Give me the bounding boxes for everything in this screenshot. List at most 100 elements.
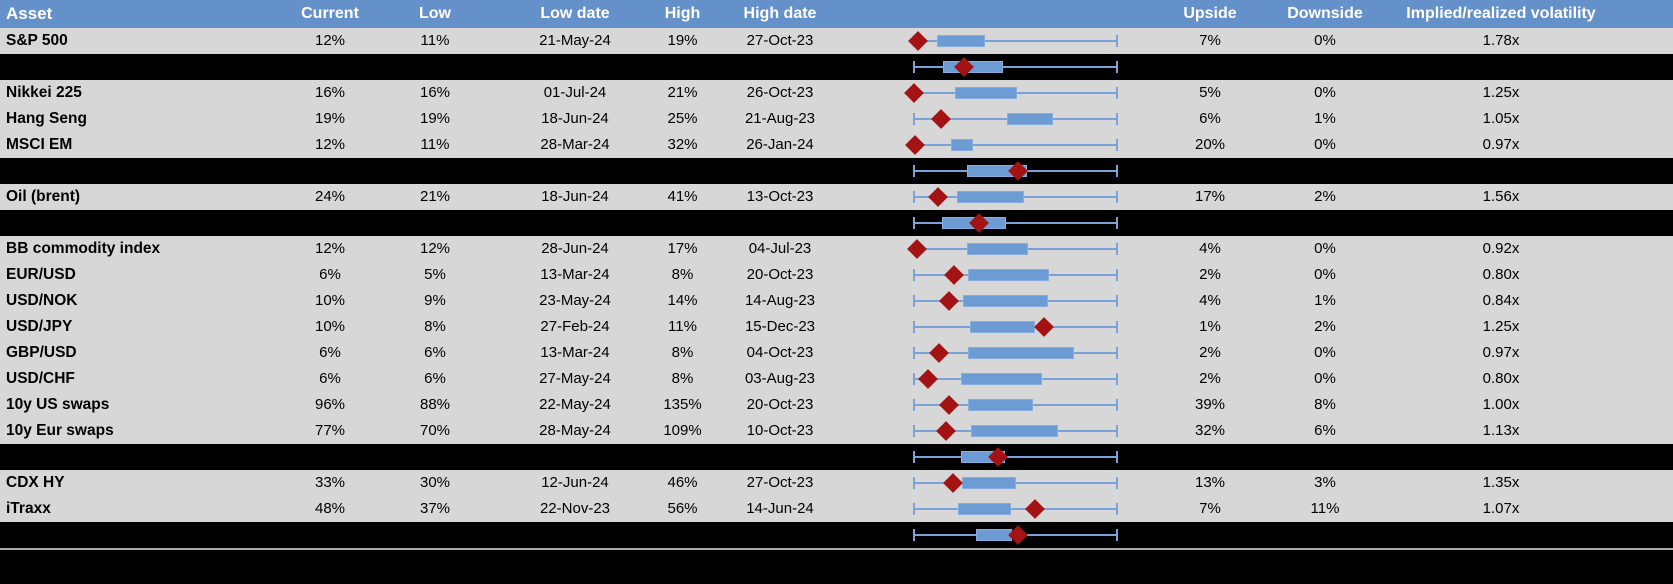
implied-realized-cell[interactable]: [1365, 522, 1673, 548]
high-date-cell[interactable]: 26-Oct-23: [705, 80, 855, 106]
asset-cell[interactable]: CDX HY: [0, 470, 280, 496]
current-cell[interactable]: [280, 158, 380, 184]
upside-cell[interactable]: 7%: [1135, 496, 1285, 522]
high-date-cell[interactable]: 03-Aug-23: [705, 366, 855, 392]
asset-cell[interactable]: USD/CHF: [0, 366, 280, 392]
current-cell[interactable]: 10%: [280, 288, 380, 314]
low-cell[interactable]: 16%: [380, 80, 490, 106]
asset-cell[interactable]: USD/JPY: [0, 314, 280, 340]
asset-cell[interactable]: [0, 210, 280, 236]
high-cell[interactable]: [660, 210, 705, 236]
implied-realized-cell[interactable]: 1.25x: [1365, 80, 1673, 106]
col-header-current[interactable]: Current: [280, 0, 380, 28]
low-date-cell[interactable]: [490, 158, 660, 184]
low-cell[interactable]: 12%: [380, 236, 490, 262]
current-cell[interactable]: 77%: [280, 418, 380, 444]
low-cell[interactable]: 8%: [380, 314, 490, 340]
high-date-cell[interactable]: 14-Jun-24: [705, 496, 855, 522]
range-boxplot[interactable]: [855, 210, 1135, 236]
current-cell[interactable]: 12%: [280, 28, 380, 54]
asset-cell[interactable]: [0, 158, 280, 184]
low-cell[interactable]: [380, 444, 490, 470]
high-cell[interactable]: [660, 54, 705, 80]
current-cell[interactable]: 48%: [280, 496, 380, 522]
high-cell[interactable]: 11%: [660, 314, 705, 340]
col-header-high[interactable]: High: [660, 0, 705, 28]
range-boxplot[interactable]: [855, 158, 1135, 184]
downside-cell[interactable]: [1285, 444, 1365, 470]
range-boxplot[interactable]: [855, 314, 1135, 340]
high-cell[interactable]: 21%: [660, 80, 705, 106]
asset-cell[interactable]: [0, 522, 280, 548]
upside-cell[interactable]: 5%: [1135, 80, 1285, 106]
low-cell[interactable]: 11%: [380, 132, 490, 158]
low-cell[interactable]: 6%: [380, 366, 490, 392]
downside-cell[interactable]: 2%: [1285, 184, 1365, 210]
downside-cell[interactable]: 0%: [1285, 132, 1365, 158]
low-cell[interactable]: 30%: [380, 470, 490, 496]
upside-cell[interactable]: 20%: [1135, 132, 1285, 158]
downside-cell[interactable]: 0%: [1285, 236, 1365, 262]
upside-cell[interactable]: [1135, 54, 1285, 80]
asset-cell[interactable]: USD/NOK: [0, 288, 280, 314]
high-cell[interactable]: 56%: [660, 496, 705, 522]
low-date-cell[interactable]: 27-Feb-24: [490, 314, 660, 340]
asset-cell[interactable]: EUR/USD: [0, 262, 280, 288]
high-cell[interactable]: 32%: [660, 132, 705, 158]
range-boxplot[interactable]: [855, 522, 1135, 548]
col-header-asset[interactable]: Asset: [0, 0, 280, 28]
low-cell[interactable]: [380, 158, 490, 184]
upside-cell[interactable]: 17%: [1135, 184, 1285, 210]
current-cell[interactable]: 12%: [280, 236, 380, 262]
high-date-cell[interactable]: 21-Aug-23: [705, 106, 855, 132]
range-boxplot[interactable]: [855, 106, 1135, 132]
implied-realized-cell[interactable]: [1365, 210, 1673, 236]
low-date-cell[interactable]: [490, 522, 660, 548]
range-boxplot[interactable]: [855, 262, 1135, 288]
implied-realized-cell[interactable]: 1.56x: [1365, 184, 1673, 210]
high-date-cell[interactable]: 04-Oct-23: [705, 340, 855, 366]
high-date-cell[interactable]: 14-Aug-23: [705, 288, 855, 314]
low-date-cell[interactable]: 27-May-24: [490, 366, 660, 392]
col-header-high-date[interactable]: High date: [705, 0, 855, 28]
current-cell[interactable]: [280, 54, 380, 80]
implied-realized-cell[interactable]: [1365, 158, 1673, 184]
high-cell[interactable]: [660, 444, 705, 470]
low-date-cell[interactable]: 13-Mar-24: [490, 262, 660, 288]
col-header-implied-realized-volatility[interactable]: Implied/realized volatility: [1365, 0, 1673, 28]
upside-cell[interactable]: 2%: [1135, 366, 1285, 392]
range-boxplot[interactable]: [855, 288, 1135, 314]
low-date-cell[interactable]: 28-Mar-24: [490, 132, 660, 158]
current-cell[interactable]: 96%: [280, 392, 380, 418]
high-cell[interactable]: [660, 522, 705, 548]
high-date-cell[interactable]: 20-Oct-23: [705, 262, 855, 288]
downside-cell[interactable]: 8%: [1285, 392, 1365, 418]
high-date-cell[interactable]: [705, 522, 855, 548]
low-cell[interactable]: 11%: [380, 28, 490, 54]
low-cell[interactable]: [380, 210, 490, 236]
implied-realized-cell[interactable]: 0.84x: [1365, 288, 1673, 314]
low-cell[interactable]: 88%: [380, 392, 490, 418]
col-header-low[interactable]: Low: [380, 0, 490, 28]
low-date-cell[interactable]: 23-May-24: [490, 288, 660, 314]
high-date-cell[interactable]: 10-Oct-23: [705, 418, 855, 444]
high-cell[interactable]: 8%: [660, 262, 705, 288]
high-cell[interactable]: 8%: [660, 366, 705, 392]
range-boxplot[interactable]: [855, 366, 1135, 392]
downside-cell[interactable]: 1%: [1285, 106, 1365, 132]
upside-cell[interactable]: 7%: [1135, 28, 1285, 54]
high-date-cell[interactable]: 20-Oct-23: [705, 392, 855, 418]
range-boxplot[interactable]: [855, 132, 1135, 158]
high-cell[interactable]: 17%: [660, 236, 705, 262]
asset-cell[interactable]: S&P 500: [0, 28, 280, 54]
range-boxplot[interactable]: [855, 80, 1135, 106]
low-cell[interactable]: 6%: [380, 340, 490, 366]
high-date-cell[interactable]: 27-Oct-23: [705, 470, 855, 496]
upside-cell[interactable]: [1135, 522, 1285, 548]
high-date-cell[interactable]: 04-Jul-23: [705, 236, 855, 262]
current-cell[interactable]: 6%: [280, 366, 380, 392]
downside-cell[interactable]: [1285, 54, 1365, 80]
high-date-cell[interactable]: 26-Jan-24: [705, 132, 855, 158]
downside-cell[interactable]: 3%: [1285, 470, 1365, 496]
range-boxplot[interactable]: [855, 236, 1135, 262]
